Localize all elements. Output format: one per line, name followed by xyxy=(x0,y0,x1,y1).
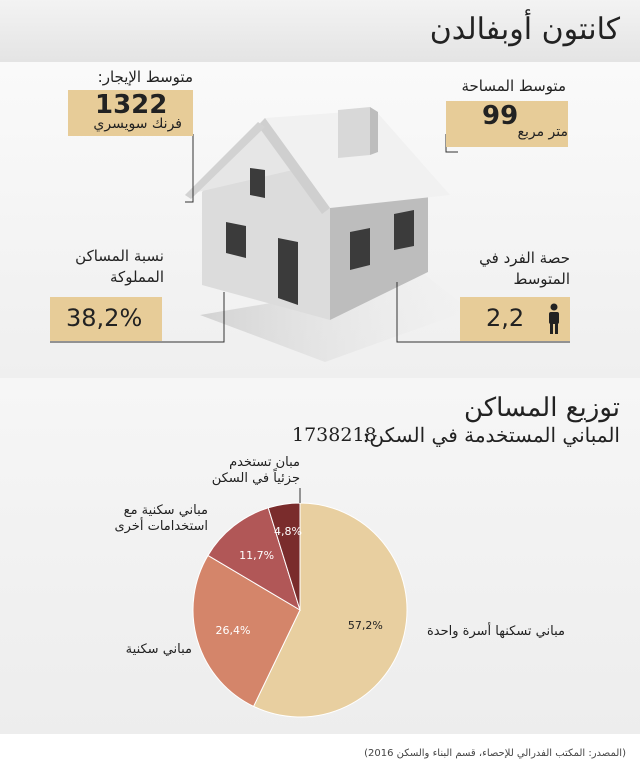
roof-top xyxy=(265,110,450,208)
pie-value-label-residential: 26,4% xyxy=(216,624,251,637)
rent-unit: فرنك سويسري xyxy=(93,116,182,132)
slice-label-mixed-use-line1: مباني سكنية مع xyxy=(123,503,208,518)
owned-box xyxy=(50,297,162,341)
chimney-side xyxy=(370,107,378,155)
rent-value: 1322 xyxy=(95,90,168,120)
window-side-1 xyxy=(350,228,370,270)
owned-value: 38,2% xyxy=(66,304,143,332)
slice-label-residential: مباني سكنية xyxy=(125,642,192,657)
source-note: (المصدر: المكتب الفدرالي للإحصاء، قسم ال… xyxy=(364,748,626,759)
window-left xyxy=(226,222,246,258)
pie-slice-single-family xyxy=(252,502,408,718)
house-illustration xyxy=(185,107,470,362)
chimney xyxy=(338,107,370,158)
owned-label-line2: المملوكة xyxy=(110,268,164,286)
area-value: 99 xyxy=(482,101,519,131)
area-box xyxy=(446,101,568,147)
roof-left-edge xyxy=(185,122,265,199)
page-title: كانتون أوبفالدن xyxy=(429,12,620,47)
roof-edge xyxy=(258,118,330,214)
distribution-subheading: المباني المستخدمة في السكن: xyxy=(362,423,620,447)
slice-label-mixed-use-line2: استخدامات أخرى xyxy=(114,519,208,534)
area-label: متوسط المساحة xyxy=(461,77,566,95)
owned-label-line1: نسبة المساكن xyxy=(75,247,164,265)
line-owned xyxy=(50,292,225,343)
persons-value: 2,2 xyxy=(486,304,525,332)
title-band xyxy=(0,0,640,62)
pie-value-label-single-family: 57,2% xyxy=(348,619,383,632)
persons-label-line1: حصة الفرد في xyxy=(479,249,570,267)
window-side-2 xyxy=(394,210,414,250)
pie-slice-residential xyxy=(192,554,301,708)
pie-slice-mixed-use xyxy=(207,507,301,612)
pie-value-label-mixed-use: 11,7% xyxy=(239,549,274,562)
distribution-total: 1738218 xyxy=(292,424,377,446)
slice-label-single-family: مباني تسكنها أسرة واحدة xyxy=(426,624,565,639)
area-unit: متر مربع xyxy=(517,124,568,140)
persons-label-line2: المتوسط xyxy=(513,270,571,288)
window-attic xyxy=(250,168,265,198)
distribution-heading: توزيع المساكن xyxy=(463,393,620,423)
rent-box xyxy=(68,90,193,136)
footer xyxy=(0,734,640,775)
pie-chart: 57,2% 26,4% 11,7%4,8% xyxy=(192,502,408,718)
rent-label: متوسط الإيجار: xyxy=(97,68,193,86)
line-rent xyxy=(185,134,194,203)
connector-lines xyxy=(50,134,570,343)
door xyxy=(278,238,298,305)
slice-label-partial-line2: جزئياً في السكن xyxy=(211,471,300,486)
person-icon xyxy=(549,303,559,334)
slice-label-partial-line1: مبان تستخدم xyxy=(229,455,300,470)
pie-value-label-partial: 4,8% xyxy=(274,525,302,538)
line-persons xyxy=(396,282,570,343)
